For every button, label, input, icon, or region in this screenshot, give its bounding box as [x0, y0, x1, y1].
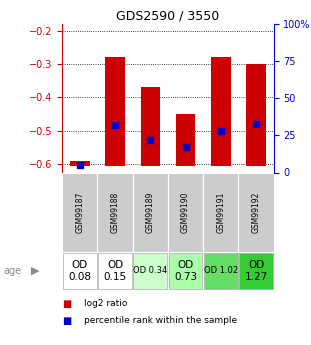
Text: OD 1.02: OD 1.02 — [204, 266, 238, 275]
Text: GSM99188: GSM99188 — [111, 191, 119, 233]
Bar — [176, 114, 195, 166]
Point — [253, 121, 258, 126]
Bar — [169, 253, 202, 289]
Bar — [203, 172, 239, 252]
Text: OD
0.08: OD 0.08 — [68, 260, 91, 282]
Text: GSM99192: GSM99192 — [252, 191, 261, 233]
Text: GSM99189: GSM99189 — [146, 191, 155, 233]
Bar — [133, 253, 167, 289]
Bar — [211, 58, 230, 166]
Bar — [204, 253, 238, 289]
Text: age: age — [3, 266, 21, 276]
Point — [183, 145, 188, 150]
Text: OD
0.15: OD 0.15 — [104, 260, 127, 282]
Bar — [63, 253, 97, 289]
Text: ▶: ▶ — [31, 266, 39, 276]
Bar — [98, 253, 132, 289]
Text: OD 0.34: OD 0.34 — [133, 266, 167, 275]
Text: OD
1.27: OD 1.27 — [244, 260, 268, 282]
Bar — [141, 88, 160, 166]
Text: OD
0.73: OD 0.73 — [174, 260, 197, 282]
Point — [113, 122, 118, 128]
Point — [148, 137, 153, 142]
Bar — [133, 172, 168, 252]
Bar — [97, 172, 133, 252]
Bar — [239, 172, 274, 252]
Point — [218, 128, 223, 134]
Text: log2 ratio: log2 ratio — [84, 299, 127, 308]
Text: GSM99187: GSM99187 — [75, 191, 84, 233]
Bar — [70, 161, 90, 166]
Text: ■: ■ — [62, 316, 72, 326]
Bar — [239, 253, 273, 289]
Text: GSM99191: GSM99191 — [216, 191, 225, 233]
Bar — [168, 172, 203, 252]
Bar — [246, 64, 266, 166]
Text: ■: ■ — [62, 299, 72, 308]
Point — [77, 162, 82, 168]
Title: GDS2590 / 3550: GDS2590 / 3550 — [116, 10, 220, 23]
Text: GSM99190: GSM99190 — [181, 191, 190, 233]
Bar — [62, 172, 97, 252]
Bar — [105, 58, 125, 166]
Text: percentile rank within the sample: percentile rank within the sample — [84, 316, 237, 325]
